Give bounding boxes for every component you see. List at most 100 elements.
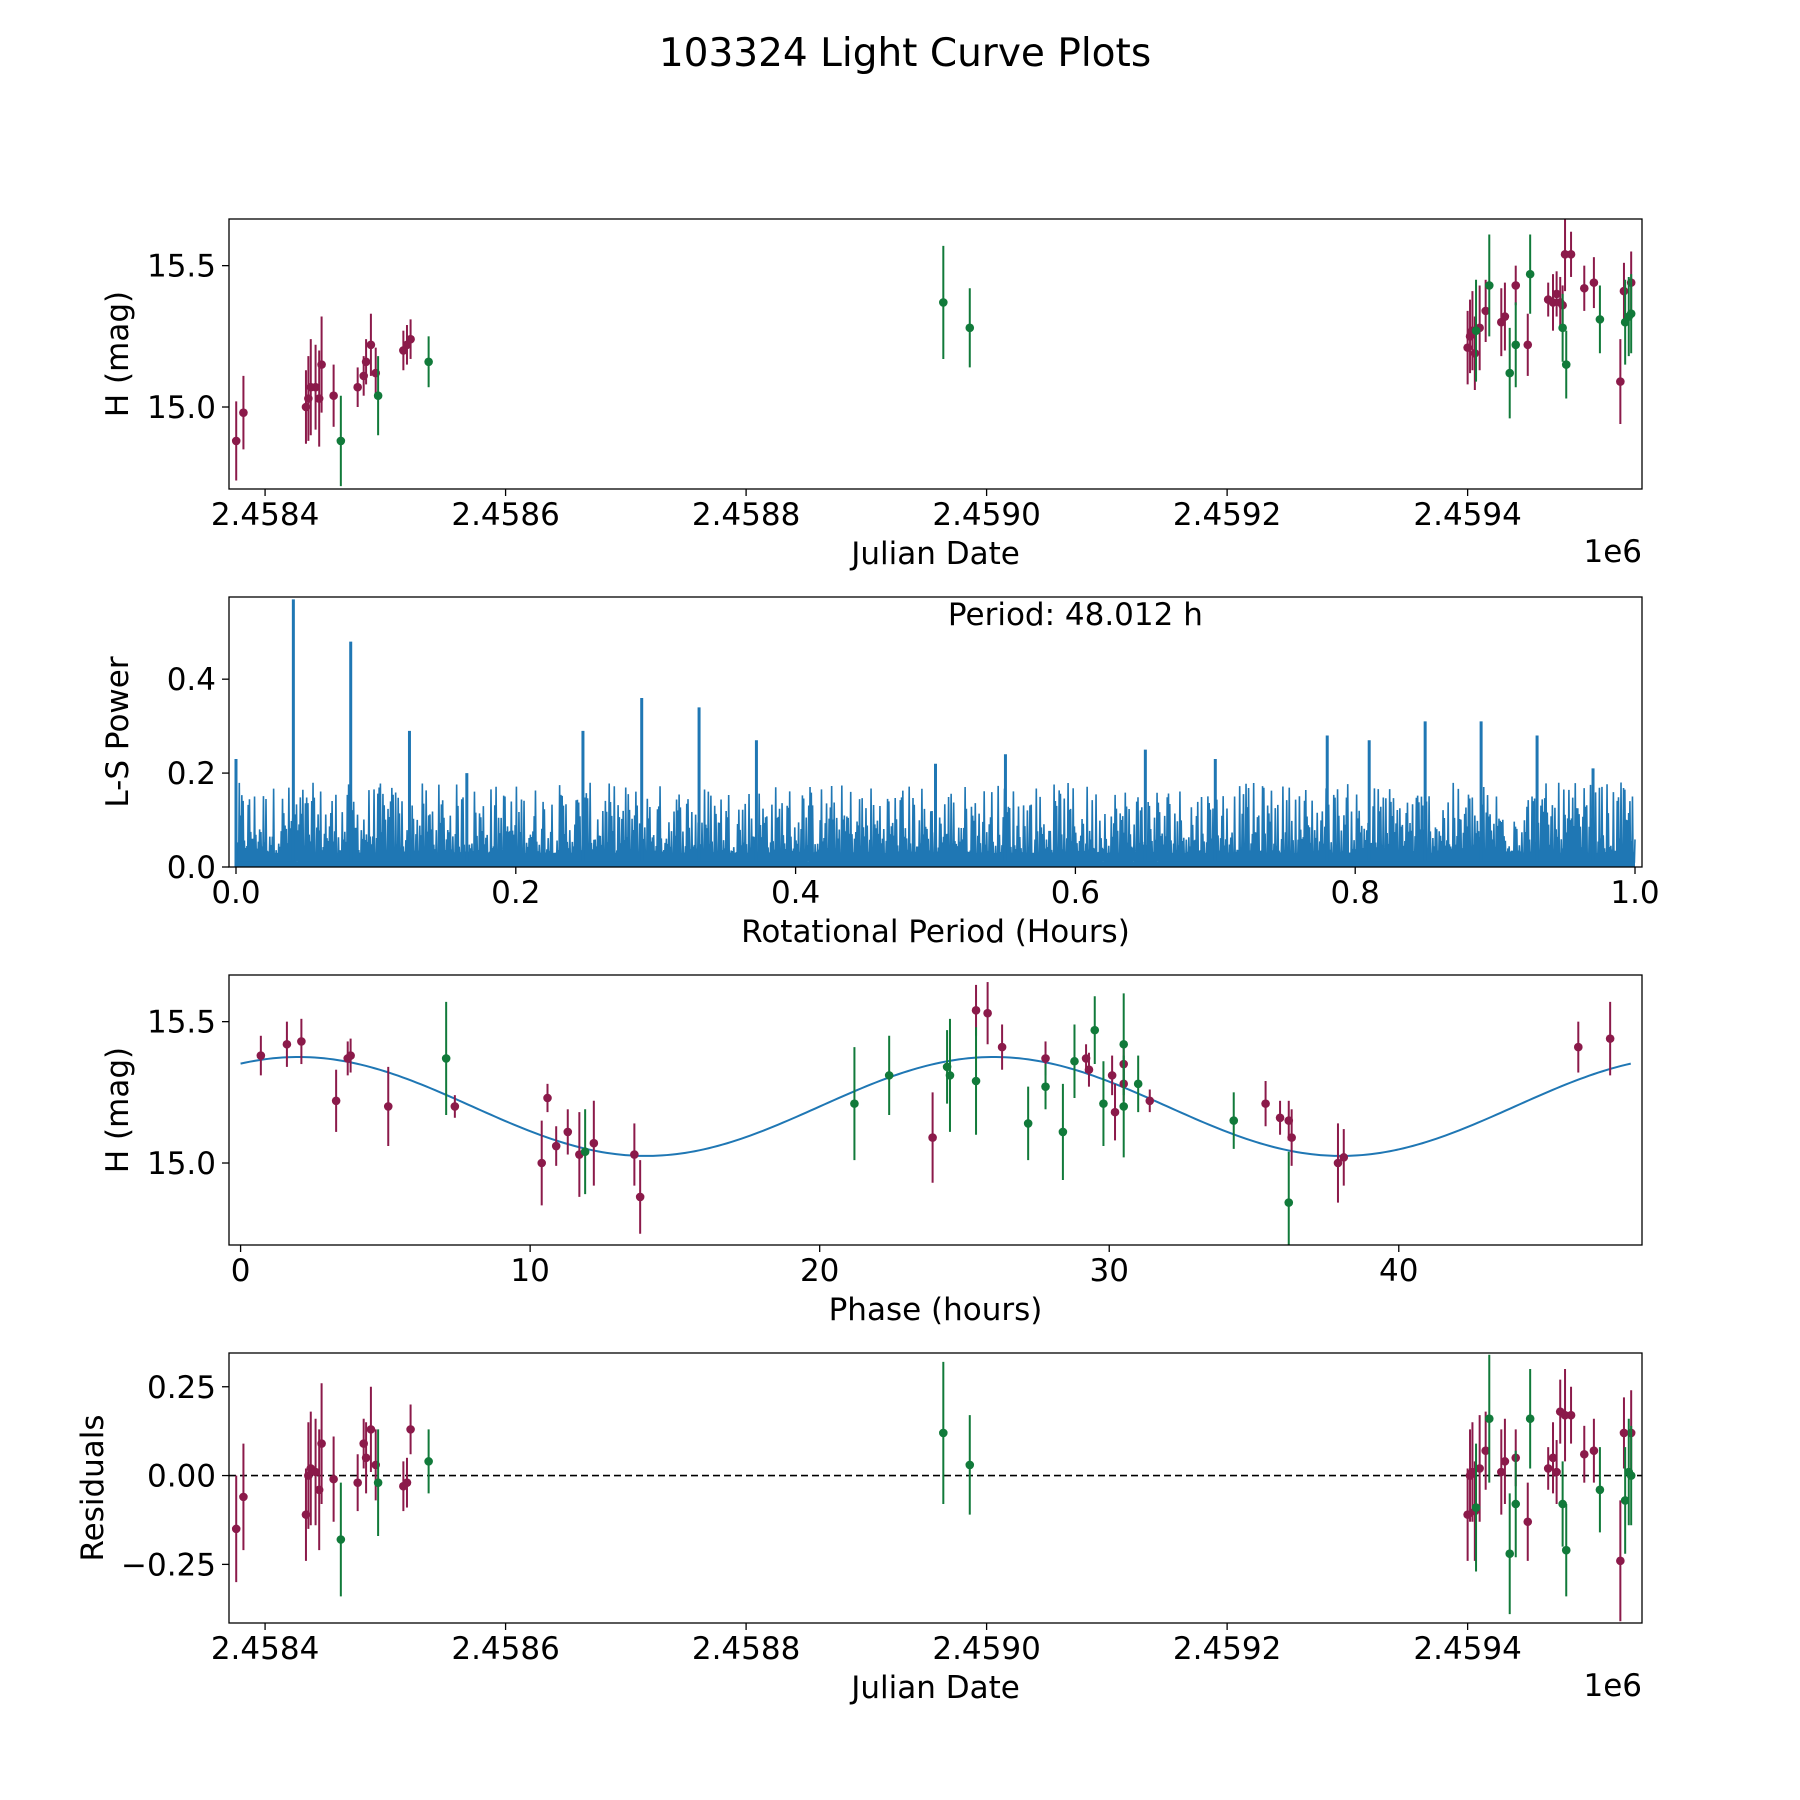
data-point <box>346 1051 355 1060</box>
x-tick-label: 10 <box>510 1253 549 1289</box>
y-tick-label: 15.5 <box>147 249 216 285</box>
data-point <box>928 1133 937 1142</box>
figure-title: 103324 Light Curve Plots <box>659 31 1151 76</box>
data-point <box>1481 306 1490 316</box>
model-curve <box>240 1056 1631 1157</box>
data-point <box>1511 1499 1521 1509</box>
x-offset-label: 1e6 <box>1583 534 1642 570</box>
data-point <box>1497 1467 1506 1477</box>
data-point <box>1284 1198 1294 1207</box>
x-offset-label: 1e6 <box>1583 1668 1642 1704</box>
data-point <box>450 1102 460 1111</box>
y-tick-label: 15.5 <box>147 1005 216 1041</box>
data-point <box>1471 1503 1481 1512</box>
data-point <box>1579 283 1589 293</box>
data-point <box>424 1457 433 1466</box>
data-point <box>850 1099 859 1108</box>
data-point <box>336 436 346 446</box>
data-point <box>231 436 241 446</box>
data-point <box>317 1439 326 1448</box>
y-axis-label: H (mag) <box>100 291 136 417</box>
data-point <box>1145 1096 1155 1106</box>
data-point <box>336 1535 346 1544</box>
data-point <box>373 391 383 401</box>
data-point <box>1552 1467 1561 1477</box>
data-point <box>1560 1410 1570 1420</box>
series-r-band <box>231 219 1636 481</box>
data-point <box>1525 269 1535 279</box>
axes-frame <box>228 1352 1643 1624</box>
x-tick-label: 20 <box>800 1253 839 1289</box>
data-point <box>884 1071 894 1080</box>
data-point <box>1616 1556 1625 1566</box>
data-point <box>1619 286 1629 296</box>
data-point <box>1626 1471 1636 1480</box>
data-point <box>1595 1485 1605 1495</box>
data-point <box>1505 368 1515 378</box>
x-tick-label: 30 <box>1090 1253 1129 1289</box>
data-point <box>1573 1042 1583 1052</box>
data-point <box>1084 1065 1094 1075</box>
plot-area <box>234 599 1636 867</box>
data-point <box>1471 326 1481 335</box>
x-tick-label: 0.0 <box>211 875 260 911</box>
data-point <box>239 408 248 417</box>
x-tick-label: 2.4594 <box>1413 497 1521 533</box>
axes-frame <box>228 596 1643 868</box>
data-point <box>1070 1056 1079 1066</box>
series-g-band <box>336 1354 1636 1615</box>
data-point <box>1579 1449 1589 1459</box>
data-point <box>1523 340 1533 350</box>
data-point <box>1561 1545 1571 1555</box>
data-point <box>1099 1099 1108 1108</box>
data-point <box>1552 289 1561 299</box>
axes-frame <box>228 974 1643 1246</box>
data-point <box>1133 1079 1143 1089</box>
x-tick-label: 1.0 <box>1610 875 1659 911</box>
data-point <box>1566 1410 1576 1420</box>
plot-area <box>240 982 1631 1245</box>
data-point <box>589 1138 599 1148</box>
y-tick-label: 0.25 <box>147 1370 216 1406</box>
x-tick-label: 0.4 <box>771 875 820 911</box>
x-axis-label: Rotational Period (Hours) <box>741 914 1130 950</box>
data-point <box>1523 1517 1533 1527</box>
data-point <box>1041 1054 1050 1063</box>
data-point <box>1229 1116 1239 1125</box>
data-point <box>1287 1133 1296 1142</box>
data-point <box>1620 1496 1630 1505</box>
data-point <box>317 360 326 369</box>
data-point <box>551 1141 561 1151</box>
y-tick-label: −0.25 <box>121 1547 216 1583</box>
data-point <box>997 1042 1007 1052</box>
power-floor <box>235 861 1636 867</box>
data-point <box>630 1150 639 1159</box>
x-tick-label: 2.4586 <box>451 497 559 533</box>
plot-area <box>231 219 1636 487</box>
data-point <box>329 1474 338 1484</box>
data-point <box>282 1039 292 1049</box>
data-point <box>353 1478 362 1487</box>
data-point <box>945 1071 955 1080</box>
data-point <box>361 1453 371 1463</box>
data-point <box>231 1524 241 1534</box>
data-point <box>1616 377 1625 386</box>
series-g-band <box>336 234 1636 487</box>
data-point <box>1041 1082 1050 1091</box>
data-point <box>406 334 415 344</box>
data-point <box>1500 1457 1510 1466</box>
data-point <box>373 1478 383 1487</box>
data-point <box>1560 250 1570 259</box>
data-point <box>441 1054 451 1063</box>
data-point <box>1619 1428 1629 1438</box>
x-tick-label: 2.4594 <box>1413 1631 1521 1667</box>
x-axis-label: Julian Date <box>849 1670 1020 1706</box>
data-point <box>361 357 371 367</box>
data-point <box>1589 1446 1599 1455</box>
data-point <box>406 1425 415 1434</box>
panel-residuals: 2.4584 2.4586 2.4588 2.4590 2.4592 2.4594 0.25… <box>75 1352 1643 1706</box>
data-point <box>331 1096 341 1106</box>
data-point <box>1511 281 1521 290</box>
x-tick-label: 0.8 <box>1331 875 1380 911</box>
